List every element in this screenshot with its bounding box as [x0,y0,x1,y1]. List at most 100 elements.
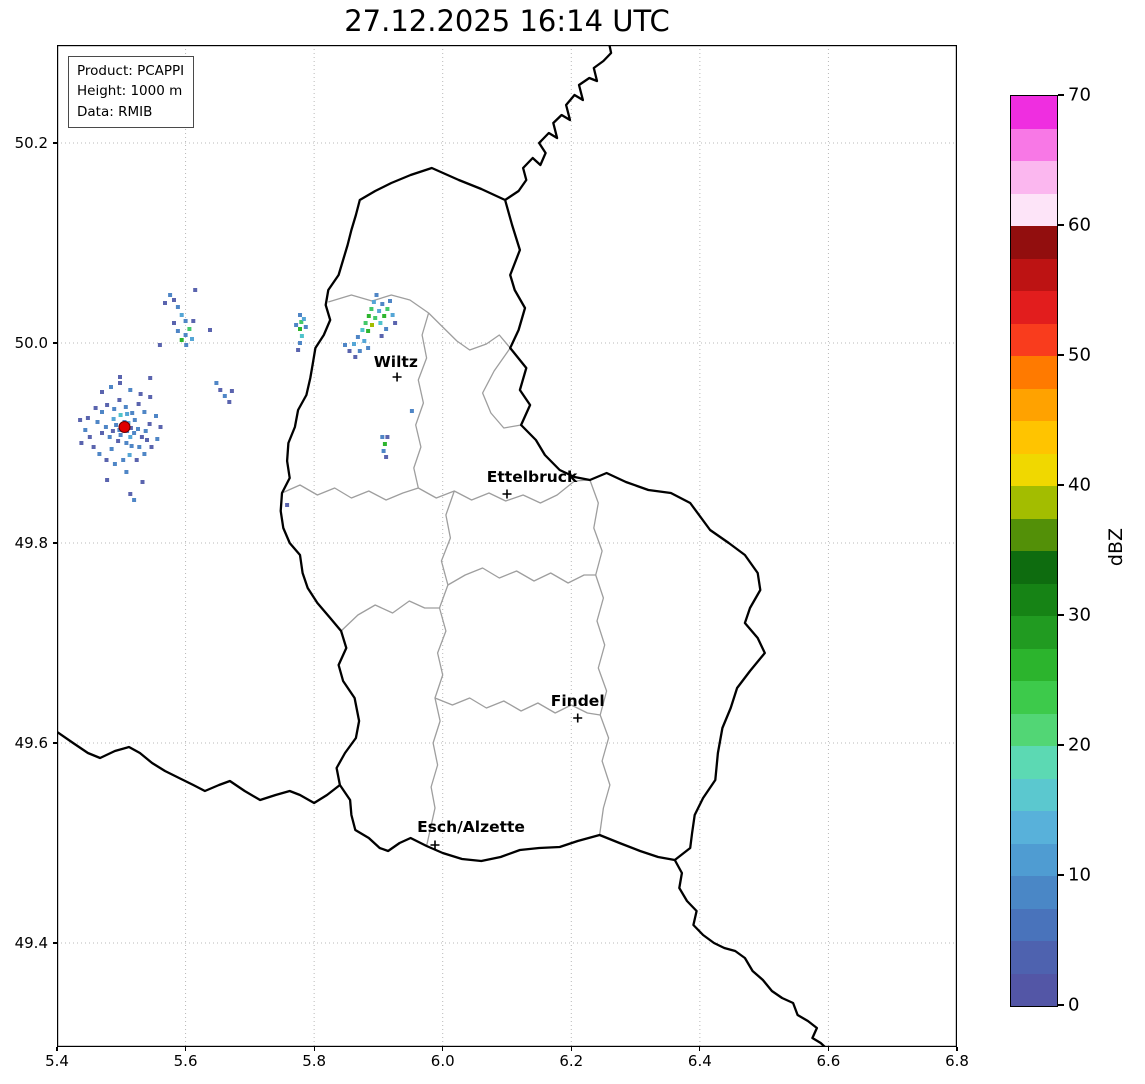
echo-cell [109,385,113,389]
x-tick-label: 6.4 [687,1052,712,1070]
colorbar-segment [1011,583,1057,616]
echo-cell [136,402,141,406]
echo-cell [124,441,129,445]
echo-cell [110,429,115,433]
echo-cell [132,498,137,502]
echo-cell [385,435,390,439]
colorbar-segment [1011,193,1057,226]
colorbar-segment [1011,486,1057,519]
echo-cell [87,435,92,439]
echo-cell [78,418,83,422]
echo-cell [138,392,143,396]
x-tick-mark [827,1047,830,1051]
colorbar-segment [1011,161,1057,194]
y-tick-label: 50.0 [14,334,48,352]
echo-cell [409,409,414,413]
echo-cell [179,313,184,317]
echo-cell [118,381,122,385]
info-product-line: Product: PCAPPI [77,63,185,79]
colorbar-segment [1011,616,1057,649]
echo-cell [105,478,110,482]
echo-cell [118,375,122,379]
city-marker [502,489,512,499]
echo-cell [93,406,98,410]
district-border [340,600,440,632]
colorbar-segment [1011,96,1057,129]
echo-cell [172,321,176,325]
echo-cell [148,376,153,380]
echo-cell [105,403,110,407]
echo-cell [128,435,133,439]
echo-cell [132,418,137,422]
echo-cell [97,452,102,456]
colorbar-segment [1011,551,1057,584]
x-tick-label: 5.6 [173,1052,198,1070]
echo-cell [222,394,227,398]
echo-cell [299,320,304,324]
colorbar-segment [1011,421,1057,454]
x-tick-label: 5.8 [302,1052,327,1070]
echo-cell [370,323,374,327]
colorbar-tick-mark [1058,484,1064,486]
echo-cell [127,453,132,457]
echo-cell [79,441,84,445]
echo-cell [208,328,212,332]
echo-cell [128,426,133,430]
x-tick-mark [313,1047,315,1051]
echo-cell [168,293,173,297]
colorbar-tick-mark [1058,874,1064,876]
x-tick-label: 6.8 [945,1052,969,1070]
echo-cell [128,492,133,496]
x-tick-mark [699,1047,701,1051]
echo-cell [298,327,302,331]
echo-cell [157,343,162,347]
district-border [481,347,522,429]
echo-cell [129,444,134,448]
city-marker [430,840,440,850]
echo-cell [172,298,176,302]
district-border [413,312,430,489]
echo-cell [380,302,385,306]
district-border [281,479,590,504]
echo-cell [148,395,153,399]
echo-cell [147,422,152,426]
map-plot [57,45,957,1047]
colorbar-segment [1011,778,1057,811]
echo-cell [107,435,112,439]
x-tick-label: 6.2 [559,1052,584,1070]
chart-title: 27.12.2025 16:14 UTC [344,4,670,38]
plot-frame [57,45,957,1047]
echo-cell [227,400,232,404]
echo-cell [183,319,188,323]
echo-cell [381,449,386,453]
echo-cell [298,341,302,345]
echo-cell [123,405,128,409]
echo-cell [114,423,119,427]
district-border [589,479,611,836]
echo-cell [355,335,360,339]
echo-cell [125,412,130,416]
x-tick-mark [956,1047,958,1051]
city-marker [392,372,402,382]
echo-cell [393,321,398,325]
echo-cell [155,437,160,441]
echo-cell [190,337,194,341]
colorbar-tick-label: 20 [1068,734,1091,756]
x-tick-mark [570,1047,572,1051]
colorbar-tick-label: 40 [1068,474,1091,496]
colorbar-segment [1011,713,1057,746]
echo-cell [366,329,371,333]
echo-cell [191,319,196,323]
echo-cell [296,348,301,352]
echo-cell [384,455,389,459]
colorbar [1010,95,1058,1007]
x-tick-mark [184,1047,187,1051]
echo-cell [214,381,219,385]
echo-cell [390,313,395,317]
colorbar-segment [1011,746,1057,779]
colorbar-segment [1011,453,1057,486]
echo-cell [378,321,383,325]
echo-cell [121,458,126,462]
colorbar-tick-label: 50 [1068,344,1091,366]
